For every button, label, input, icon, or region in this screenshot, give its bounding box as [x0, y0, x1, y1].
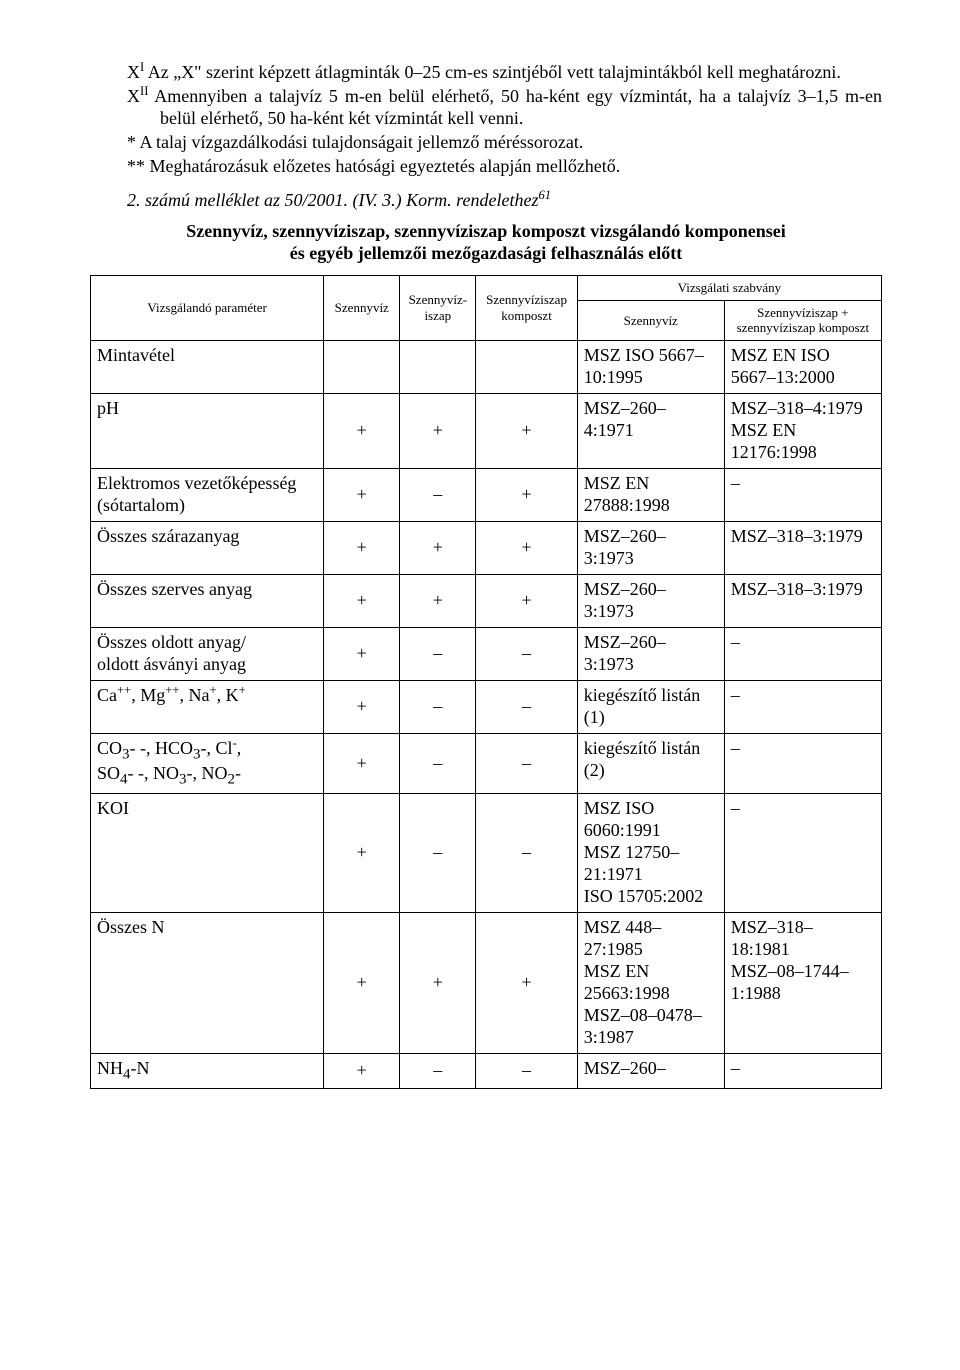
reference-line: 2. számú melléklet az 50/2001. (IV. 3.) …: [90, 190, 882, 212]
cell-std: MSZ ISO 5667–10:1995: [577, 341, 724, 394]
cell-param: Ca++, Mg++, Na+, K+: [91, 680, 324, 733]
cell-mark: +: [400, 521, 476, 574]
cell-std: –: [724, 733, 881, 794]
cell-param: Mintavétel: [91, 341, 324, 394]
cell-std: MSZ–260–3:1973: [577, 627, 724, 680]
table-row: pH + + + MSZ–260–4:1971 MSZ–318–4:1979MS…: [91, 394, 882, 469]
table-row: Összes szárazanyag + + + MSZ–260–3:1973 …: [91, 521, 882, 574]
cell-mark: +: [476, 913, 577, 1054]
cell-mark: +: [324, 794, 400, 913]
cell-mark: +: [324, 521, 400, 574]
cell-mark: +: [324, 394, 400, 469]
cell-param: Összes N: [91, 913, 324, 1054]
cell-std: MSZ–318–3:1979: [724, 521, 881, 574]
cell-std: MSZ EN27888:1998: [577, 469, 724, 522]
cell-mark: –: [400, 1053, 476, 1088]
cell-std: MSZ 448–27:1985MSZ EN25663:1998MSZ–08–04…: [577, 913, 724, 1054]
cell-param: Elektromos vezetőképesség(sótartalom): [91, 469, 324, 522]
table-row: Ca++, Mg++, Na+, K+ + – – kiegészítő lis…: [91, 680, 882, 733]
cell-mark: +: [324, 627, 400, 680]
cell-std: MSZ–260–: [577, 1053, 724, 1088]
cell-mark: –: [400, 627, 476, 680]
cell-std: MSZ–318–4:1979MSZ EN12176:1998: [724, 394, 881, 469]
table-row: Összes szerves anyag + + + MSZ–260–3:197…: [91, 574, 882, 627]
table-row: Mintavétel MSZ ISO 5667–10:1995 MSZ EN I…: [91, 341, 882, 394]
cell-std: –: [724, 680, 881, 733]
cell-std: kiegészítő listán(1): [577, 680, 724, 733]
cell-mark: +: [476, 394, 577, 469]
cell-std: MSZ EN ISO5667–13:2000: [724, 341, 881, 394]
parameters-table: Vizsgálandó paraméter Szennyvíz Szennyví…: [90, 275, 882, 1089]
table-row: Elektromos vezetőképesség(sótartalom) + …: [91, 469, 882, 522]
cell-mark: –: [476, 794, 577, 913]
cell-mark: +: [324, 680, 400, 733]
cell-mark: +: [324, 913, 400, 1054]
cell-mark: +: [400, 394, 476, 469]
cell-mark: +: [476, 574, 577, 627]
cell-std: kiegészítő listán(2): [577, 733, 724, 794]
cell-mark: –: [400, 794, 476, 913]
cell-mark: +: [324, 733, 400, 794]
table-title: Szennyvíz, szennyvíziszap, szennyvízisza…: [90, 220, 882, 265]
table-row: Összes oldott anyag/oldott ásványi anyag…: [91, 627, 882, 680]
note-x1: XI Az „X" szerint képzett átlagminták 0–…: [90, 62, 882, 84]
cell-param: Összes szárazanyag: [91, 521, 324, 574]
th-sludge: Szennyvíz-iszap: [400, 275, 476, 341]
th-parameter: Vizsgálandó paraméter: [91, 275, 324, 341]
table-row: CO3- -, HCO3-, Cl-,SO4- -, NO3-, NO2- + …: [91, 733, 882, 794]
cell-std: MSZ–260–3:1973: [577, 574, 724, 627]
cell-mark: [476, 341, 577, 394]
cell-mark: –: [476, 627, 577, 680]
cell-param: CO3- -, HCO3-, Cl-,SO4- -, NO3-, NO2-: [91, 733, 324, 794]
cell-mark: +: [400, 913, 476, 1054]
cell-std: –: [724, 627, 881, 680]
table-row: Összes N + + + MSZ 448–27:1985MSZ EN2566…: [91, 913, 882, 1054]
note-star-1: * A talaj vízgazdálkodási tulajdonságait…: [90, 132, 882, 154]
cell-std: MSZ–318–18:1981MSZ–08–1744–1:1988: [724, 913, 881, 1054]
cell-mark: [324, 341, 400, 394]
cell-mark: +: [324, 469, 400, 522]
cell-std: MSZ–260–4:1971: [577, 394, 724, 469]
cell-param: NH4-N: [91, 1053, 324, 1088]
th-std-compost: Szennyvíziszap + szennyvíziszap komposzt: [724, 300, 881, 341]
cell-std: MSZ ISO6060:1991MSZ 12750–21:1971ISO 157…: [577, 794, 724, 913]
cell-mark: +: [476, 521, 577, 574]
cell-mark: –: [476, 733, 577, 794]
cell-param: pH: [91, 394, 324, 469]
cell-std: –: [724, 1053, 881, 1088]
th-sewage: Szennyvíz: [324, 275, 400, 341]
cell-mark: +: [324, 574, 400, 627]
cell-mark: +: [324, 1053, 400, 1088]
table-row: KOI + – – MSZ ISO6060:1991MSZ 12750–21:1…: [91, 794, 882, 913]
cell-mark: –: [476, 1053, 577, 1088]
note-x2: XII Amennyiben a talajvíz 5 m-en belül e…: [90, 86, 882, 130]
th-standard-group: Vizsgálati szabvány: [577, 275, 881, 300]
cell-param: KOI: [91, 794, 324, 913]
cell-std: –: [724, 469, 881, 522]
cell-mark: –: [476, 680, 577, 733]
cell-mark: [400, 341, 476, 394]
cell-mark: –: [400, 733, 476, 794]
cell-param: Összes oldott anyag/oldott ásványi anyag: [91, 627, 324, 680]
note-star-2: ** Meghatározásuk előzetes hatósági egye…: [90, 156, 882, 178]
cell-std: MSZ–260–3:1973: [577, 521, 724, 574]
cell-std: MSZ–318–3:1979: [724, 574, 881, 627]
th-compost: Szennyvíziszap komposzt: [476, 275, 577, 341]
cell-mark: –: [400, 469, 476, 522]
table-row: NH4-N + – – MSZ–260– –: [91, 1053, 882, 1088]
cell-mark: –: [400, 680, 476, 733]
cell-param: Összes szerves anyag: [91, 574, 324, 627]
cell-std: –: [724, 794, 881, 913]
th-std-sewage: Szennyvíz: [577, 300, 724, 341]
table-header-row: Vizsgálandó paraméter Szennyvíz Szennyví…: [91, 275, 882, 300]
cell-mark: +: [476, 469, 577, 522]
cell-mark: +: [400, 574, 476, 627]
